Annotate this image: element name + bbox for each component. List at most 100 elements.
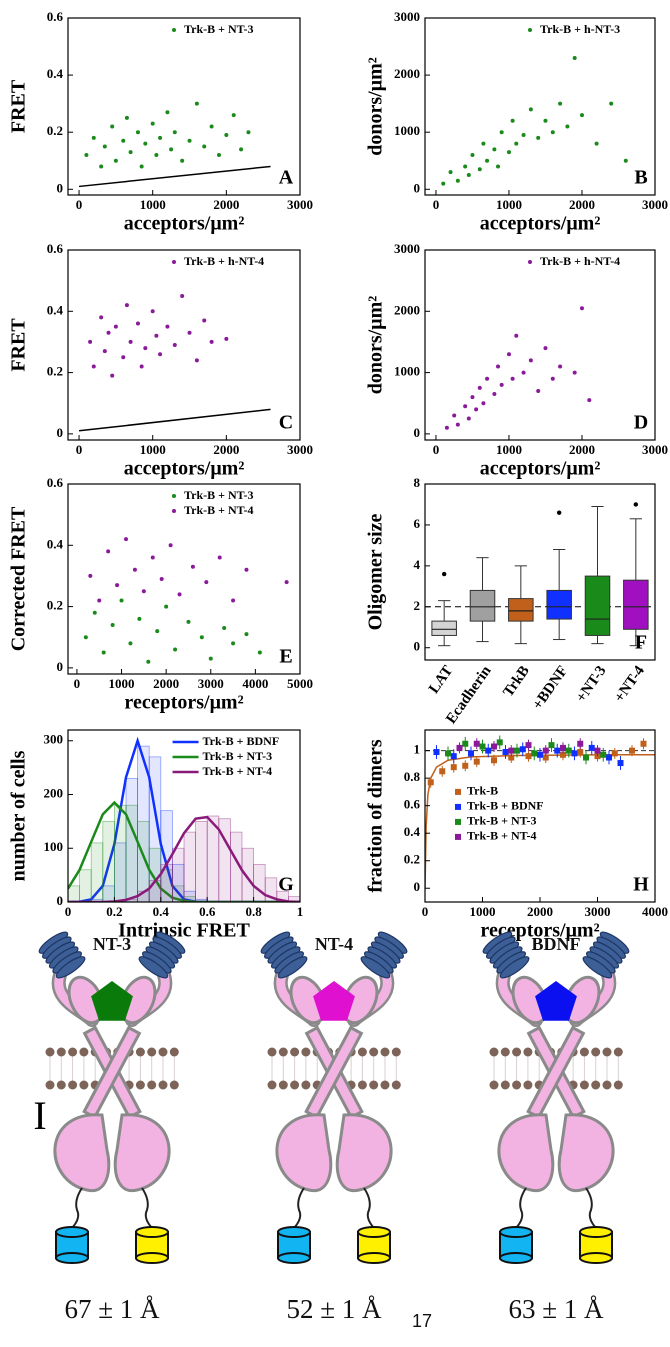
- point: [150, 555, 155, 560]
- x-tick-label: 3000: [198, 676, 224, 691]
- y-tick-label: 0.6: [47, 475, 64, 490]
- point: [579, 306, 584, 311]
- histogram-bar: [79, 869, 92, 902]
- point: [158, 352, 163, 357]
- legend-label: Trk-B + BDNF: [203, 734, 280, 748]
- legend-swatch: [455, 833, 461, 840]
- lipid-head: [369, 1047, 379, 1057]
- point: [473, 740, 480, 747]
- point: [244, 567, 249, 572]
- point: [155, 629, 160, 634]
- point: [158, 135, 163, 140]
- lipid-head: [45, 1047, 55, 1057]
- x-tick-label: 0.4: [153, 904, 170, 919]
- point: [510, 118, 515, 123]
- point: [194, 358, 199, 363]
- y-tick-label: 1: [414, 742, 421, 757]
- fluorophore-bottom: [357, 1252, 391, 1264]
- point: [543, 118, 548, 123]
- point: [560, 744, 566, 751]
- histogram-bar: [102, 820, 115, 902]
- x-tick-label: 0: [76, 197, 83, 212]
- lipid-head: [68, 1080, 78, 1090]
- lipid-head: [290, 1080, 300, 1090]
- x-tick-label: 0.2: [106, 904, 122, 919]
- lipid-head: [357, 1080, 367, 1090]
- plot-frame: [424, 729, 656, 903]
- point: [141, 589, 146, 594]
- point: [173, 647, 178, 652]
- y-tick-label: 0.4: [404, 824, 421, 839]
- point: [202, 144, 207, 149]
- point: [169, 147, 174, 152]
- lipid-head: [357, 1047, 367, 1057]
- lipid-head: [267, 1047, 277, 1057]
- legend-swatch: [455, 803, 461, 810]
- point: [514, 747, 520, 754]
- kinase: [275, 1113, 333, 1193]
- point: [521, 370, 526, 375]
- kinase: [113, 1113, 171, 1193]
- page-number: 17: [412, 1311, 432, 1331]
- plot-area: [83, 537, 289, 664]
- histogram-bar: [160, 869, 173, 902]
- point: [474, 407, 479, 412]
- point: [433, 749, 440, 756]
- histogram-bar: [183, 890, 197, 902]
- plot-frame: [67, 483, 301, 675]
- legend-label: Trk-B + NT-3: [467, 814, 537, 828]
- point: [537, 751, 543, 758]
- point: [565, 124, 570, 129]
- point: [135, 321, 140, 326]
- lipid-head: [45, 1080, 55, 1090]
- x-tick-label: 4000: [242, 676, 268, 691]
- lipid-head: [613, 1080, 623, 1090]
- x-tick-label: 0.6: [199, 904, 216, 919]
- x-tick-label: TrkB: [500, 663, 533, 700]
- point: [450, 764, 457, 771]
- panel-label: G: [278, 874, 294, 896]
- histogram-bar: [148, 756, 162, 902]
- ligand: [535, 981, 577, 1021]
- lipid-head: [169, 1047, 179, 1057]
- outlier: [633, 502, 639, 507]
- point: [542, 747, 549, 754]
- point: [506, 150, 511, 155]
- point: [594, 141, 599, 146]
- legend-label: Trk-B + NT-3: [203, 749, 273, 763]
- point: [427, 779, 434, 786]
- x-tick-label: 0: [422, 904, 429, 919]
- fluorophore-bottom: [135, 1252, 169, 1264]
- coil: [482, 931, 530, 979]
- point: [139, 364, 144, 369]
- point: [91, 135, 96, 140]
- point: [128, 150, 133, 155]
- point: [83, 635, 88, 640]
- point: [91, 364, 96, 369]
- plot-area: [441, 55, 628, 186]
- point: [217, 555, 222, 560]
- plot-frame: [424, 483, 656, 661]
- legend-label: Trk-B + h-NT-4: [540, 254, 620, 268]
- point: [629, 747, 635, 754]
- point: [110, 622, 115, 627]
- outlier: [441, 571, 447, 577]
- point: [452, 413, 457, 418]
- point: [124, 303, 129, 308]
- histogram-bar: [276, 890, 289, 902]
- point: [257, 650, 262, 655]
- point: [506, 352, 511, 357]
- point: [463, 164, 468, 169]
- y-tick-label: 0.2: [404, 852, 420, 867]
- legend-label: Trk-B + NT-3: [184, 488, 254, 502]
- reference-line: [78, 165, 271, 188]
- point: [531, 750, 538, 757]
- fluorophore-bottom: [277, 1252, 311, 1264]
- legend-swatch: [172, 28, 176, 32]
- point: [479, 743, 486, 750]
- x-tick-label: 0: [433, 197, 440, 212]
- panel-label: E: [279, 646, 292, 668]
- histogram-bar: [183, 831, 197, 902]
- point: [224, 336, 229, 341]
- panel-label: A: [279, 167, 294, 189]
